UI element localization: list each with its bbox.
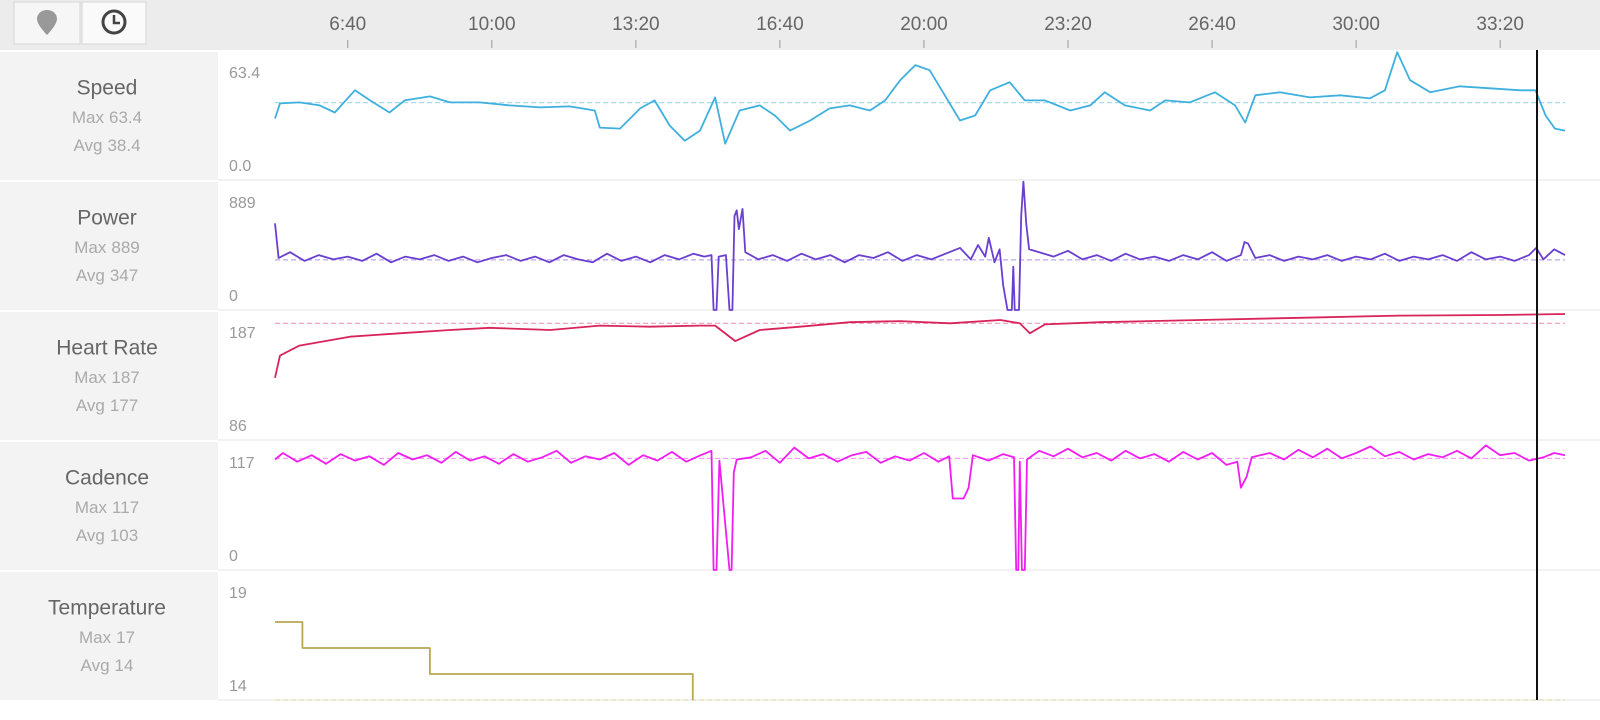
x-tick-label: 16:40	[756, 14, 804, 35]
x-tick-label: 26:40	[1188, 14, 1236, 35]
x-tick-label: 30:00	[1332, 14, 1380, 35]
y-tick-label: 889	[229, 195, 256, 212]
stat-label: Avg	[76, 526, 105, 545]
x-tick-label: 13:20	[612, 14, 660, 35]
x-tick-label: 20:00	[900, 14, 948, 35]
stat-value: 889	[111, 238, 139, 257]
stat-label: Max	[74, 368, 107, 387]
x-tick-label: 33:20	[1476, 14, 1524, 35]
stat-avg: Avg 177	[76, 396, 138, 415]
stat-max: Max 117	[75, 498, 139, 517]
stat-value: 14	[115, 656, 134, 675]
series-line	[274, 180, 1566, 311]
stat-value: 117	[112, 498, 139, 517]
y-tick-label: 0	[229, 548, 238, 565]
series-line	[274, 51, 1566, 145]
stat-value: 347	[110, 266, 138, 285]
y-tick-label: 0	[229, 288, 238, 305]
y-tick-label: 19	[229, 585, 247, 602]
time-button[interactable]	[81, 1, 147, 45]
stat-avg: Avg 38.4	[73, 136, 140, 155]
stat-max: Max 187	[74, 368, 140, 387]
stat-value: 187	[111, 368, 139, 387]
series-line	[274, 313, 1566, 378]
top-bar	[0, 0, 1600, 50]
label-panel	[0, 52, 218, 180]
stat-value: 17	[116, 628, 135, 647]
stat-label: Max	[79, 628, 112, 647]
stat-label: Avg	[76, 396, 105, 415]
pin-icon	[37, 10, 57, 35]
y-tick-label: 117	[229, 455, 255, 472]
stat-label: Avg	[76, 266, 105, 285]
stat-max: Max 63.4	[72, 108, 142, 127]
stat-avg: Avg 103	[76, 526, 138, 545]
stat-label: Max	[72, 108, 105, 127]
stat-max: Max 889	[74, 238, 140, 257]
stat-label: Avg	[81, 656, 110, 675]
stat-value: 63.4	[109, 108, 142, 127]
stat-label: Max	[74, 238, 107, 257]
metric-title: Speed	[77, 77, 138, 100]
y-tick-label: 63.4	[229, 65, 260, 82]
metric-title: Cadence	[65, 467, 149, 490]
label-panel	[0, 442, 218, 570]
charts: 6:40 10:00 13:20 16:40 20:00 23:20 26:40 30:00 3…	[0, 14, 1600, 701]
stat-value: 38.4	[107, 136, 140, 155]
stat-label: Max	[75, 498, 108, 517]
metric-title: Heart Rate	[56, 337, 158, 360]
metric-title: Power	[77, 207, 137, 230]
stat-avg: Avg 14	[81, 656, 134, 675]
stat-label: Avg	[73, 136, 102, 155]
stat-avg: Avg 347	[76, 266, 138, 285]
y-tick-label: 86	[229, 418, 247, 435]
x-tick-label: 10:00	[468, 14, 516, 35]
y-tick-label: 14	[229, 678, 247, 695]
series-line	[274, 444, 1566, 571]
stat-max: Max 17	[79, 628, 135, 647]
clock-icon	[101, 9, 127, 35]
x-tick-label: 23:20	[1044, 14, 1092, 35]
y-tick-label: 0.0	[229, 158, 251, 175]
stat-value: 177	[110, 396, 138, 415]
stat-value: 103	[110, 526, 138, 545]
label-panel	[0, 182, 218, 310]
metric-title: Temperature	[48, 597, 166, 620]
clock-hands	[112, 15, 120, 25]
series-line	[275, 621, 694, 700]
y-tick-label: 187	[229, 325, 256, 342]
label-panel	[0, 312, 218, 440]
x-tick-label: 6:40	[329, 14, 366, 35]
label-panel	[0, 572, 218, 700]
